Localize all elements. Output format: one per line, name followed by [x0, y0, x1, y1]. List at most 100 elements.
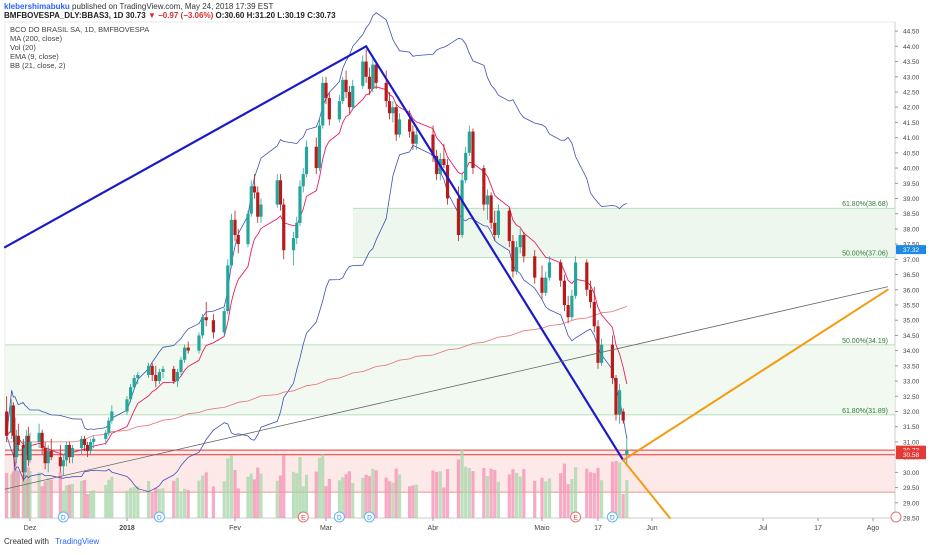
candle-body: [82, 438, 87, 445]
event-marker: [57, 511, 69, 523]
publisher-name[interactable]: klebershimabuku: [4, 2, 70, 11]
candle-body: [11, 405, 15, 436]
y-tick-label: 29.00: [903, 500, 920, 507]
event-marker-label: E: [301, 514, 306, 521]
candle-body: [625, 450, 629, 455]
volume-bar: [324, 486, 328, 518]
volume-bar: [157, 489, 161, 518]
candle-body: [321, 82, 325, 126]
volume-bar: [544, 481, 548, 518]
candle-body: [129, 387, 133, 400]
volume-bar: [132, 487, 136, 518]
candle-body: [414, 134, 418, 144]
volume-bar: [464, 466, 468, 518]
volume-bar: [456, 459, 461, 518]
volume-bar: [574, 467, 578, 518]
volume-bar: [317, 457, 322, 518]
fib-level-label: 50.00%(37.06): [842, 251, 888, 258]
candle-body: [397, 119, 402, 135]
volume-bar: [11, 471, 15, 518]
volume-bar: [5, 473, 9, 518]
candle-body: [291, 238, 296, 251]
x-tick-label: Jul: [759, 525, 768, 532]
candle-body: [600, 344, 604, 363]
volume-bar: [511, 469, 515, 518]
event-marker-label: D: [337, 514, 342, 521]
y-tick-label: 35.00: [903, 318, 920, 325]
candle-body: [317, 125, 322, 169]
candle-body: [282, 204, 286, 251]
plot-frame: [4, 21, 896, 519]
y-tick-label: 42.50: [903, 89, 920, 96]
candle-body: [592, 301, 596, 327]
candle-body: [574, 262, 578, 296]
tradingview-logo-text[interactable]: TradingView: [55, 537, 100, 546]
candle-body: [442, 158, 446, 166]
fib-level-label: 61.80%(38.68): [842, 201, 888, 208]
y-tick-label: 31.00: [903, 439, 920, 446]
x-tick-label: Maio: [534, 525, 549, 532]
x-tick-label: 17: [594, 525, 602, 532]
volume-bar: [64, 485, 68, 518]
indicator-ema9[interactable]: EMA (9, close): [10, 52, 59, 61]
volume-bar: [61, 490, 65, 518]
candle-body: [301, 174, 305, 187]
volume-bar: [154, 487, 158, 518]
volume-bar: [46, 478, 50, 518]
volume-bar: [596, 467, 600, 518]
volume-bar: [314, 471, 318, 518]
candle-body: [5, 411, 9, 436]
trend-line-4: [622, 459, 671, 519]
candle-body: [511, 241, 515, 272]
candle-body: [621, 411, 625, 421]
published-text: published on TradingView.com, May 24, 20…: [72, 2, 274, 11]
volume-bar: [16, 471, 20, 518]
volume-bar: [298, 457, 302, 518]
volume-bar: [79, 480, 84, 518]
candle-body: [43, 448, 47, 464]
candle-body: [13, 435, 17, 458]
candle-body: [21, 444, 25, 473]
y-tick-label: 40.00: [903, 166, 920, 173]
volume-bar: [291, 471, 296, 518]
candle-body: [70, 448, 75, 458]
x-tick-label: 17: [814, 525, 822, 532]
candle-body: [485, 195, 490, 205]
volume-bar: [233, 470, 237, 518]
volume-bar: [211, 486, 215, 518]
event-marker: [297, 511, 309, 523]
indicator-volume[interactable]: Vol (20): [10, 43, 36, 52]
candle-body: [562, 280, 566, 305]
event-marker: [333, 511, 345, 523]
candle-body: [183, 347, 187, 360]
candle-body: [28, 441, 32, 461]
volume-bar: [70, 483, 75, 518]
volume-bar: [496, 481, 500, 518]
candle-body: [229, 219, 233, 266]
volume-bar: [460, 449, 464, 518]
volume-bar: [493, 470, 497, 518]
indicator-bollinger[interactable]: BB (21, close, 2): [10, 61, 66, 70]
y-tick-label: 43.00: [903, 74, 920, 81]
volume-bar: [397, 474, 402, 518]
volume-bar: [201, 475, 205, 518]
candle-body: [295, 222, 299, 239]
candle-body: [58, 457, 62, 467]
volume-bar: [371, 468, 375, 518]
y-tick-label: 38.50: [903, 211, 920, 218]
indicator-main-series[interactable]: BCO DO BRASIL SA, 1D, BMFBOVESPA: [10, 25, 150, 34]
volume-bar: [10, 474, 14, 518]
x-tick-label: Jun: [646, 525, 657, 532]
volume-bar: [482, 468, 486, 518]
volume-bar: [351, 483, 355, 518]
volume-bar: [327, 478, 331, 518]
volume-bar: [226, 458, 230, 518]
volume-bar: [40, 486, 44, 518]
y-tick-label: 35.50: [903, 302, 920, 309]
candle-body: [211, 320, 215, 333]
candle-body: [570, 295, 574, 318]
indicator-ma200[interactable]: MA (200, close): [10, 34, 63, 43]
candle-body: [150, 365, 154, 375]
y-tick-label: 34.50: [903, 333, 920, 340]
